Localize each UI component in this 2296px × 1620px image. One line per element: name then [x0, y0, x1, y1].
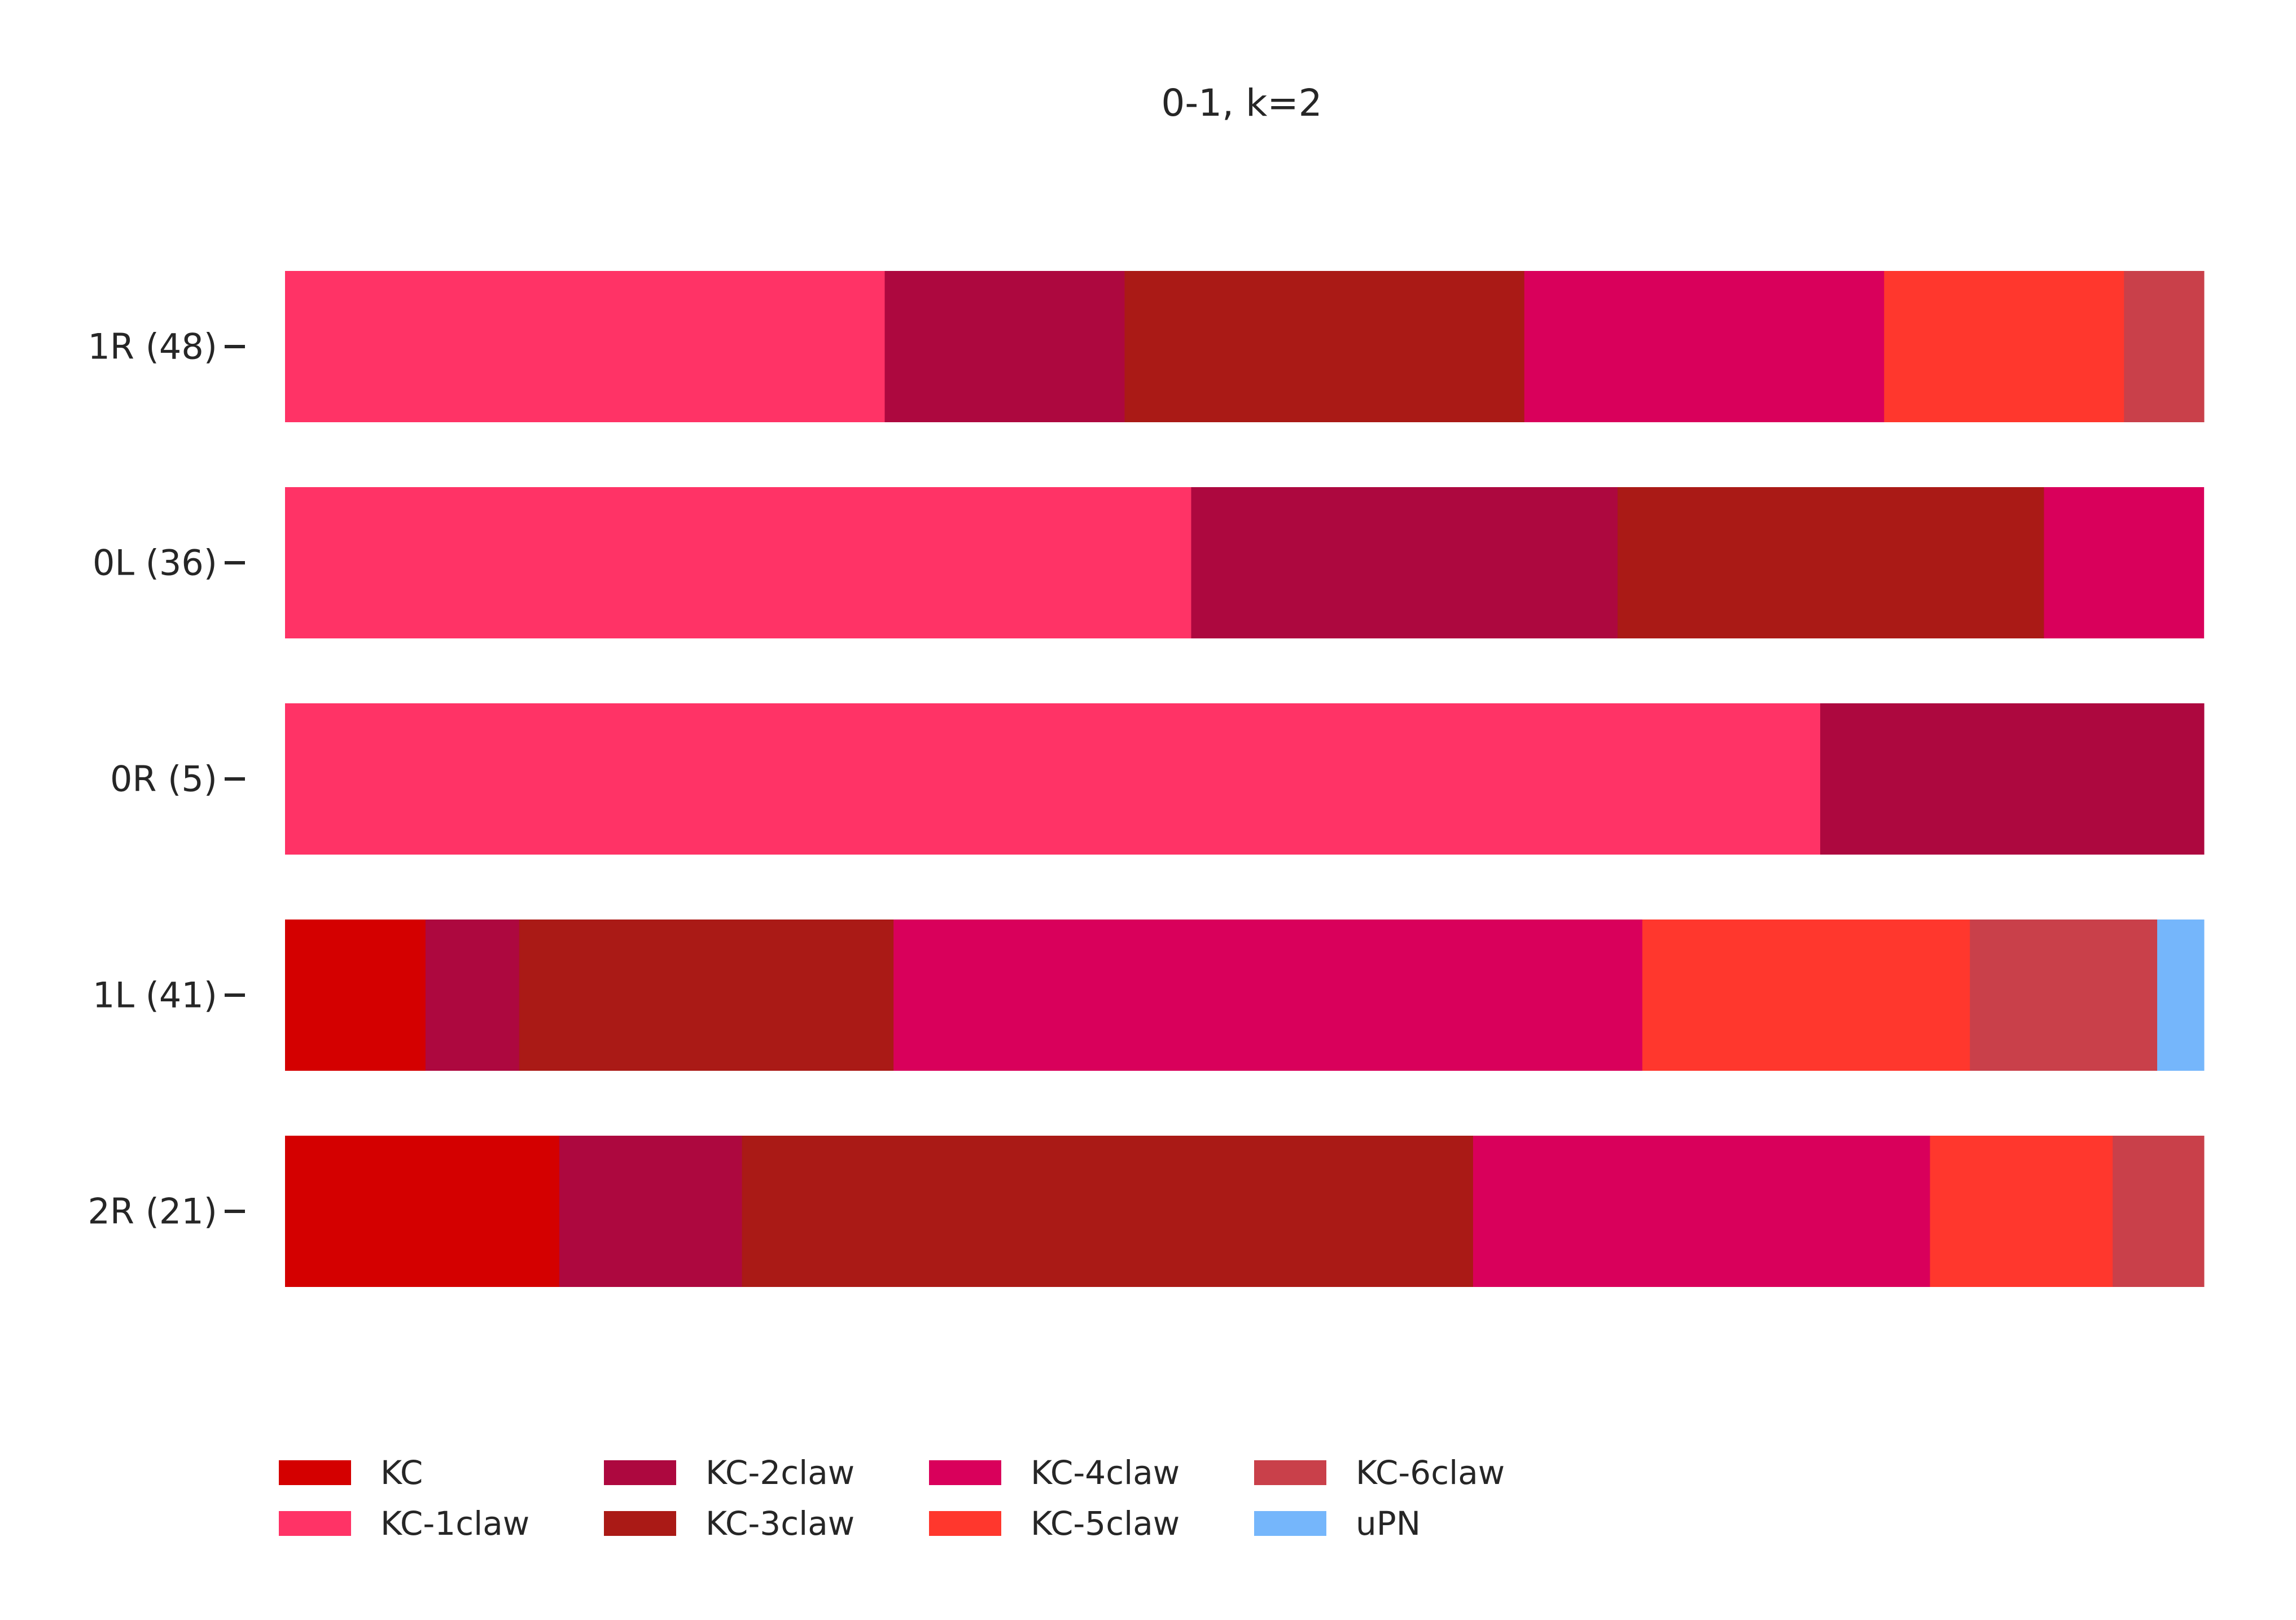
bar-segment-0l-36-kc-4claw: [2044, 487, 2205, 638]
bar-segment-1r-48-kc-4claw: [1524, 271, 1885, 422]
legend-label: KC-2claw: [706, 1453, 855, 1492]
legend-label: KC: [380, 1453, 423, 1492]
bar-segment-1l-41-kc-3claw: [519, 920, 894, 1071]
bar-segment-1l-41-upn: [2157, 920, 2205, 1071]
legend-swatch: [929, 1460, 1001, 1485]
legend-swatch: [279, 1511, 351, 1536]
bar-segment-0l-36-kc-2claw: [1191, 487, 1618, 638]
bar-segment-1l-41-kc-4claw: [893, 920, 1643, 1071]
legend-item-kc-1claw: KC-1claw: [279, 1504, 529, 1543]
legend-item-upn: uPN: [1254, 1504, 1421, 1543]
bar-segment-0l-36-kc-3claw: [1617, 487, 2044, 638]
y-axis: 1R (48) 0L (36) 0R (5) 1L (41) 2R (21): [87, 326, 245, 1232]
bar-segment-1r-48-kc-3claw: [1124, 271, 1525, 422]
bar-segment-1r-48-kc-5claw: [1884, 271, 2124, 422]
legend-label: uPN: [1356, 1504, 1421, 1543]
bar-segment-2r-21-kc-2claw: [559, 1136, 743, 1287]
bar-segment-1l-41-kc-5claw: [1642, 920, 1970, 1071]
legend-swatch: [604, 1460, 676, 1485]
legend-swatch: [1254, 1460, 1326, 1485]
bar-segment-1l-41-kc: [285, 920, 426, 1071]
y-tick-label: 2R (21): [87, 1191, 217, 1232]
legend-label: KC-1claw: [380, 1504, 529, 1543]
y-tick-label: 1R (48): [87, 326, 217, 367]
legend-item-kc: KC: [279, 1453, 423, 1492]
legend-item-kc-2claw: KC-2claw: [604, 1453, 855, 1492]
legend-label: KC-4claw: [1031, 1453, 1180, 1492]
legend-swatch: [604, 1511, 676, 1536]
bar-segment-2r-21-kc-6claw: [2113, 1136, 2205, 1287]
bar-segment-1l-41-kc-2claw: [425, 920, 520, 1071]
y-tick-label: 1L (41): [93, 975, 217, 1016]
legend-label: KC-6claw: [1356, 1453, 1505, 1492]
bar-segment-1r-48-kc-2claw: [884, 271, 1125, 422]
bar-segment-2r-21-kc: [285, 1136, 560, 1287]
bar-segment-0r-5-kc-2claw: [1820, 703, 2205, 855]
legend-label: KC-3claw: [706, 1504, 855, 1543]
legend-swatch: [1254, 1511, 1326, 1536]
bar-segment-2r-21-kc-5claw: [1930, 1136, 2113, 1287]
bar-segment-2r-21-kc-3claw: [742, 1136, 1474, 1287]
bar-segment-1l-41-kc-6claw: [1970, 920, 2158, 1071]
bar-segment-1r-48-kc-6claw: [2124, 271, 2205, 422]
legend-label: KC-5claw: [1031, 1504, 1180, 1543]
bar-segment-0l-36-kc-1claw: [285, 487, 1191, 638]
bars-layer: [285, 271, 2205, 1287]
legend-swatch: [929, 1511, 1001, 1536]
legend-item-kc-3claw: KC-3claw: [604, 1504, 855, 1543]
legend: KC KC-1claw KC-2claw KC-3claw KC-4claw KC-5cl…: [279, 1453, 1505, 1543]
bar-segment-2r-21-kc-4claw: [1473, 1136, 1930, 1287]
y-tick-label: 0L (36): [93, 542, 217, 584]
legend-item-kc-5claw: KC-5claw: [929, 1504, 1180, 1543]
chart-title: 0-1, k=2: [1161, 81, 1322, 125]
bar-segment-0r-5-kc-1claw: [285, 703, 1821, 855]
legend-swatch: [279, 1460, 351, 1485]
y-tick-label: 0R (5): [110, 759, 217, 800]
legend-item-kc-4claw: KC-4claw: [929, 1453, 1180, 1492]
legend-item-kc-6claw: KC-6claw: [1254, 1453, 1505, 1492]
bar-segment-1r-48-kc-1claw: [285, 271, 885, 422]
